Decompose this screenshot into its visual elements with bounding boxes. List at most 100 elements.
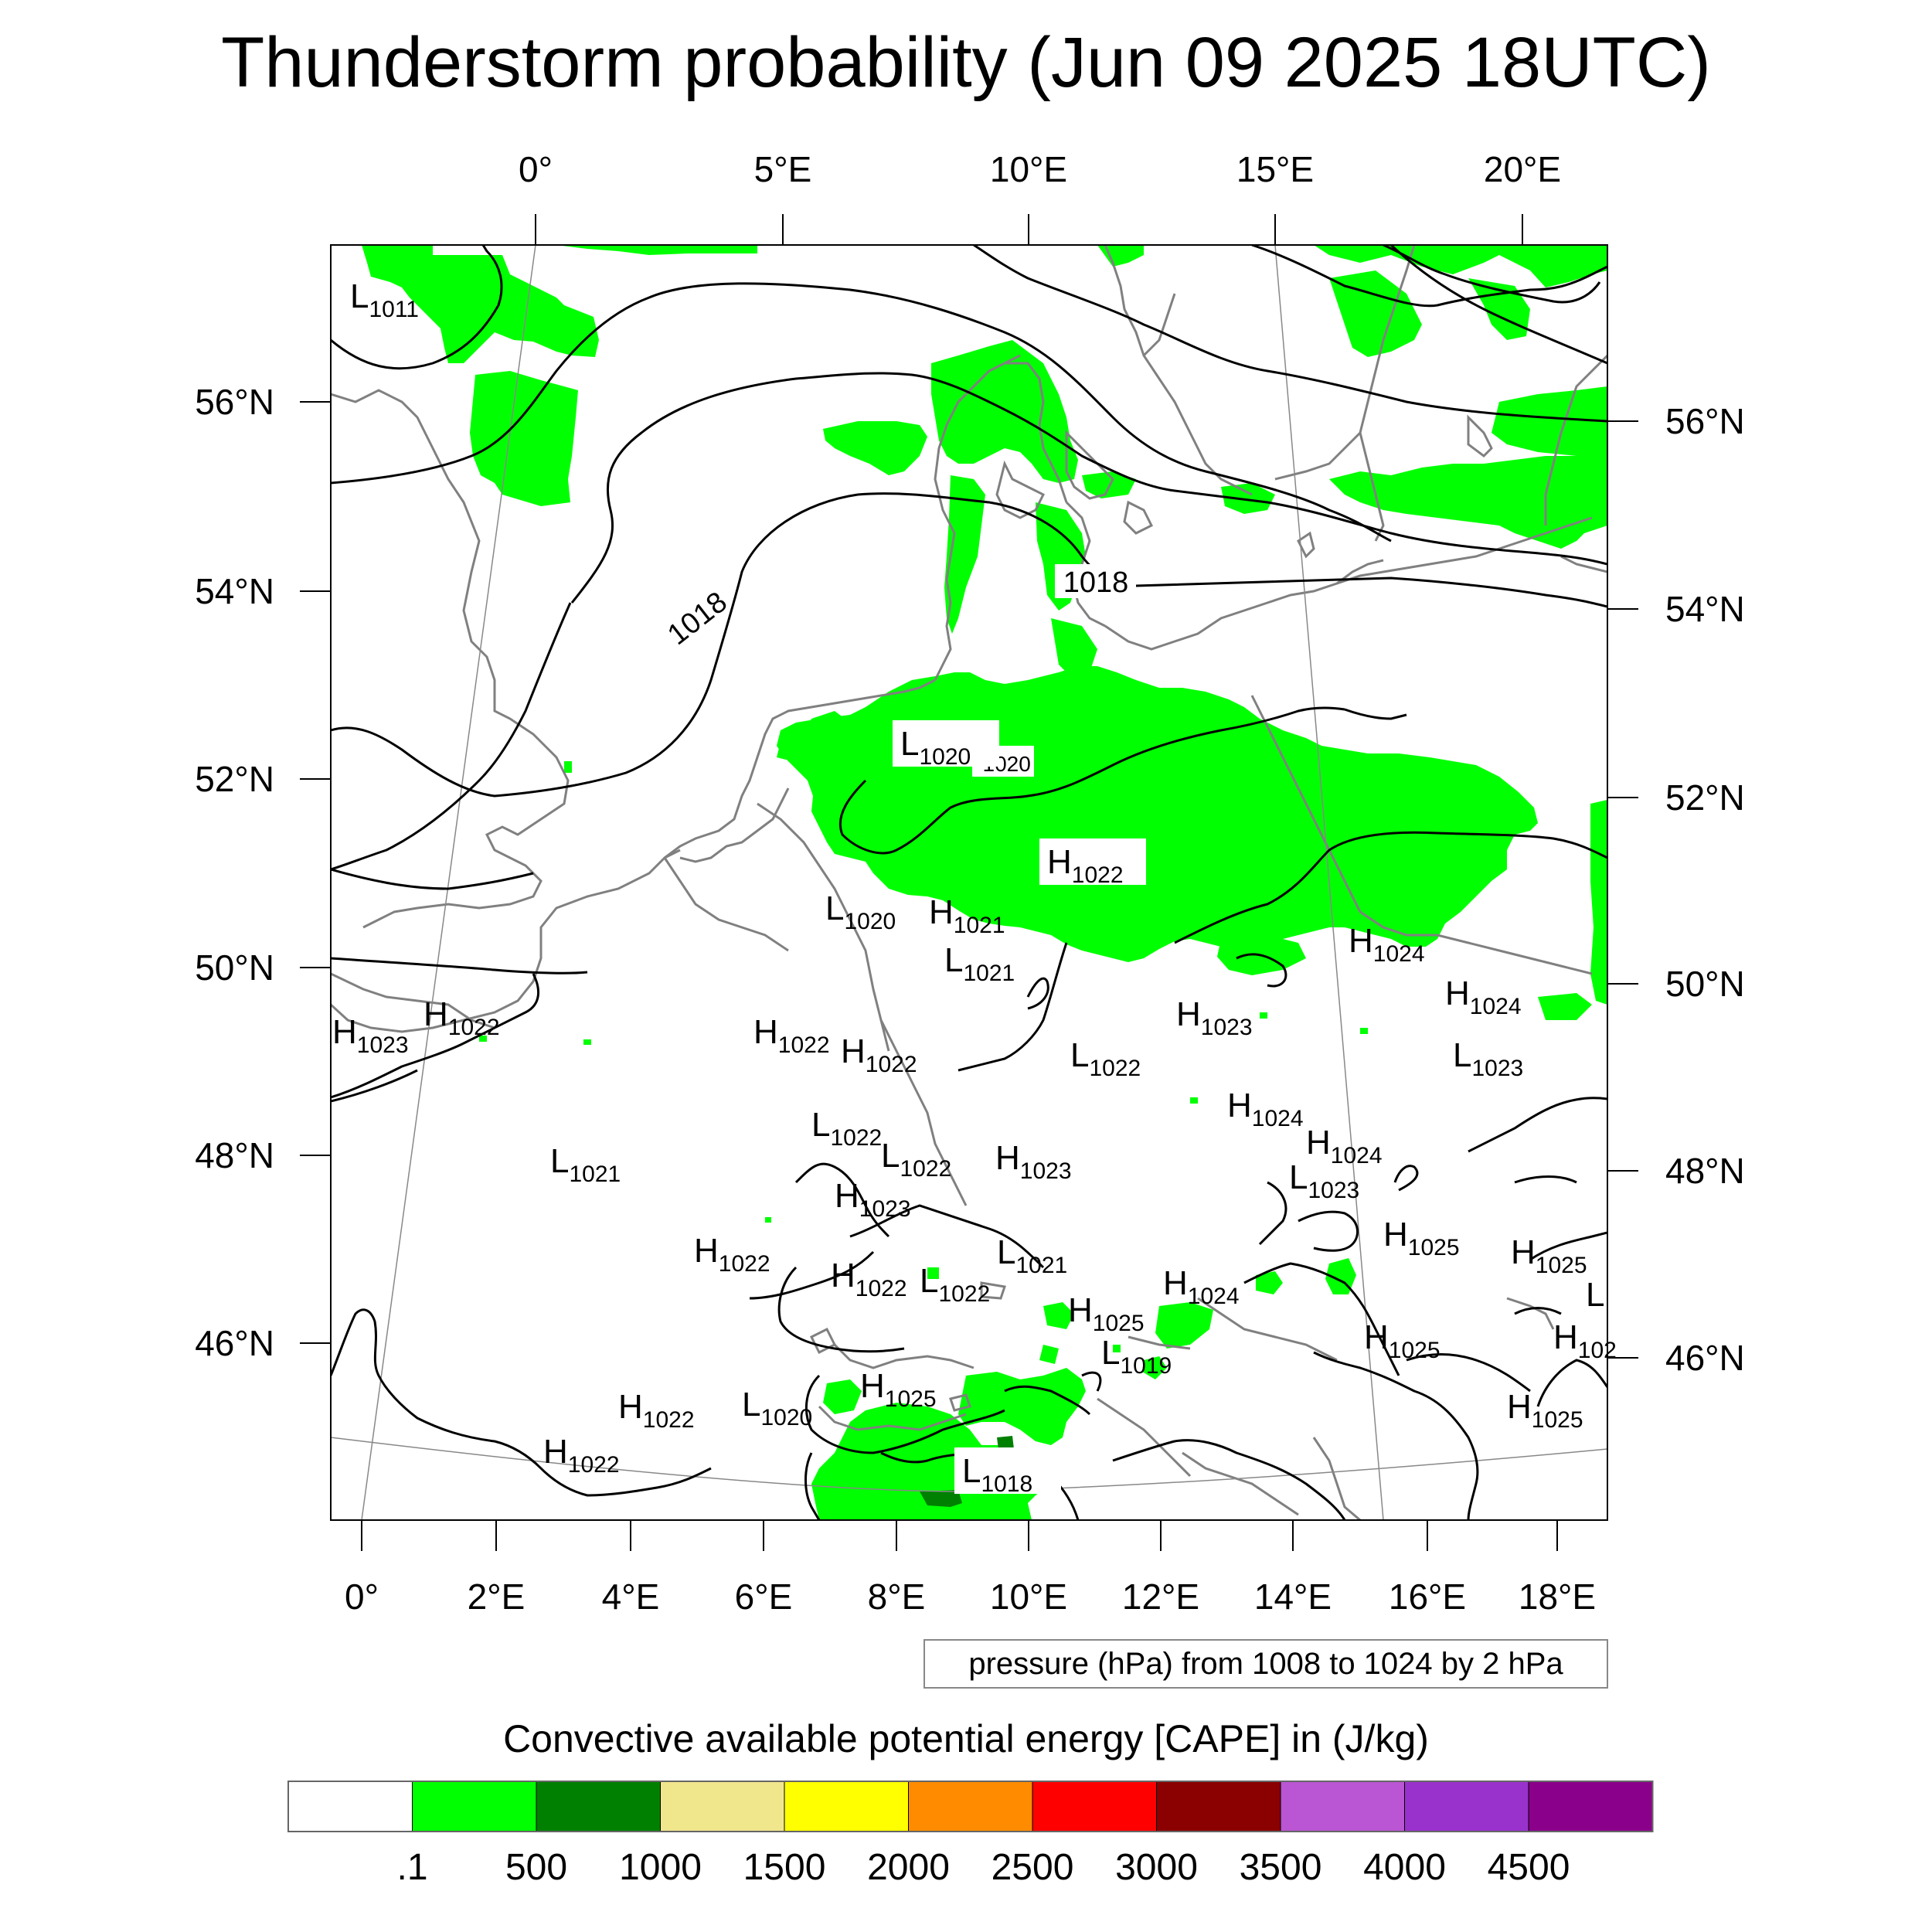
pressure-center-value: 1020 xyxy=(919,744,971,770)
colorbar-label: .1 xyxy=(396,1847,427,1888)
pressure-center-low: L1023 xyxy=(1453,1036,1523,1081)
colorbar-title: Convective available potential energy [C… xyxy=(503,1717,1429,1760)
pressure-info-box xyxy=(923,1639,1608,1689)
pressure-center-high: H1022 xyxy=(831,1257,907,1301)
colorbar-swatch xyxy=(660,1781,785,1832)
pressure-center-value: 1023 xyxy=(859,1196,911,1222)
pressure-center-value: 1024 xyxy=(1252,1106,1304,1131)
colorbar-outline xyxy=(287,1781,1654,1832)
pressure-center-label: H1022 xyxy=(618,1388,695,1433)
bottom-axis-labels: 0° 2°E 4°E 6°E 8°E 10°E 12°E 14°E 16°E 1… xyxy=(345,1577,1596,1617)
pressure-center-label: H1022 xyxy=(831,1257,907,1301)
left-tick-label: 50°N xyxy=(195,947,274,988)
bottom-tick-label: 4°E xyxy=(602,1577,660,1617)
pressure-center-value: 1023 xyxy=(1201,1015,1253,1040)
pressure-center-label: H1025 xyxy=(1383,1216,1460,1260)
right-tick-label: 50°N xyxy=(1665,964,1745,1004)
pressure-center-high: H1024 xyxy=(1227,1087,1304,1131)
bottom-tick-label: 8°E xyxy=(868,1577,926,1617)
colorbar-label: 1500 xyxy=(743,1847,826,1888)
pressure-center-value: 1021 xyxy=(569,1162,621,1187)
colorbar-label: 3500 xyxy=(1240,1847,1322,1888)
pressure-center-low: L1020 xyxy=(825,889,896,934)
pressure-center-high: H1023 xyxy=(1176,995,1253,1040)
pressure-center-label: H1023 xyxy=(332,1013,409,1058)
pressure-center-low: L1020 xyxy=(742,1386,812,1430)
pressure-center-value: 1021 xyxy=(963,961,1015,986)
pressure-center-value: 1023 xyxy=(1471,1056,1523,1081)
pressure-center-low: L1021 xyxy=(550,1142,621,1187)
pressure-center-high: H1025 xyxy=(860,1367,937,1412)
top-axis-labels: 0° 5°E 10°E 15°E 20°E xyxy=(519,149,1561,189)
pressure-center-label: H1022 xyxy=(753,1013,830,1058)
pressure-center-high: H1022 xyxy=(1039,838,1146,888)
pressure-center-high: H1025 xyxy=(1507,1388,1583,1433)
pressure-center-value: 1022 xyxy=(1089,1056,1141,1081)
pressure-center-label: L1021 xyxy=(944,941,1015,986)
pressure-center-label: H1024 xyxy=(1306,1124,1383,1168)
top-tick-label: 0° xyxy=(519,149,553,189)
isobars xyxy=(331,245,1607,1520)
colorbar-swatch xyxy=(1404,1781,1529,1832)
colorbar-label: 2000 xyxy=(867,1847,950,1888)
pressure-center-value: 1011 xyxy=(369,297,419,322)
pressure-center-value: 1025 xyxy=(1536,1253,1587,1278)
pressure-center-value: 1024 xyxy=(1373,941,1425,967)
left-tick-label: 52°N xyxy=(195,759,274,799)
pressure-center-high: H1025 xyxy=(1383,1216,1460,1260)
top-tick-label: 20°E xyxy=(1484,149,1561,189)
pressure-center-value: 1022 xyxy=(1072,862,1124,888)
pressure-center-value: 1022 xyxy=(568,1452,620,1478)
pressure-center-value: 1023 xyxy=(1020,1158,1072,1184)
pressure-center-high: H1025 xyxy=(1364,1318,1440,1363)
colorbar-swatch xyxy=(908,1781,1033,1832)
pressure-center-label: H1022 xyxy=(841,1032,917,1077)
pressure-center-high: H1023 xyxy=(332,1013,409,1058)
pressure-center-high: H1022 xyxy=(753,1013,830,1058)
pressure-center-value: 1025 xyxy=(1532,1407,1583,1433)
pressure-center-value: 1025 xyxy=(1408,1235,1460,1260)
pressure-center-label: H1023 xyxy=(1176,995,1253,1040)
pressure-center-high: H1024 xyxy=(1445,975,1522,1019)
pressure-center-low: L1023 xyxy=(1289,1158,1359,1203)
pressure-center-low: L1020 xyxy=(893,720,999,770)
pressure-center-value: 1023 xyxy=(1308,1178,1359,1203)
axis-ticks xyxy=(300,214,1638,1551)
pressure-center-high: H1022 xyxy=(694,1232,770,1277)
pressure-center-label: H1025 xyxy=(1068,1291,1145,1336)
pressure-center-high: H1025 xyxy=(1068,1291,1145,1336)
pressure-center-value: 1022 xyxy=(866,1052,917,1077)
pressure-center-high: H1024 xyxy=(1306,1124,1383,1168)
pressure-center-label: L1020 xyxy=(825,889,896,934)
left-tick-label: 56°N xyxy=(195,382,274,422)
colorbar-label: 4500 xyxy=(1488,1847,1570,1888)
pressure-center-label: H1024 xyxy=(1445,975,1522,1019)
right-tick-label: 46°N xyxy=(1665,1338,1745,1378)
pressure-center-label: H1024 xyxy=(1163,1264,1240,1309)
pressure-center-label: H1022 xyxy=(423,995,500,1040)
top-tick-label: 10°E xyxy=(990,149,1067,189)
pressure-center-value: 1022 xyxy=(938,1281,990,1307)
pressure-center-high: H1024 xyxy=(1163,1264,1240,1309)
pressure-center-value: 1021 xyxy=(1015,1253,1067,1278)
pressure-center-value: 1024 xyxy=(1188,1284,1240,1309)
pressure-center-label: H1022 xyxy=(543,1433,620,1478)
pressure-info-text: pressure (hPa) from 1008 to 1024 by 2 hP… xyxy=(968,1647,1563,1681)
map-frame xyxy=(330,244,1608,1521)
bottom-tick-label: 18°E xyxy=(1519,1577,1596,1617)
left-tick-label: 46°N xyxy=(195,1323,274,1363)
pressure-center-value: 1024 xyxy=(1470,994,1522,1019)
pressure-center-low: L1022 xyxy=(1070,1036,1141,1081)
pressure-center-label: H1025 xyxy=(1507,1388,1583,1433)
pressure-center-value: 1021 xyxy=(954,913,1005,938)
pressure-center-value: 1022 xyxy=(719,1251,770,1277)
pressure-center-value: 102 xyxy=(1578,1338,1617,1363)
top-tick-label: 5°E xyxy=(754,149,812,189)
pressure-center-value: 1019 xyxy=(1120,1353,1172,1379)
bottom-tick-label: 2°E xyxy=(468,1577,526,1617)
pressure-center-label: L1022 xyxy=(920,1262,990,1307)
pressure-center-value: 1022 xyxy=(855,1276,907,1301)
pressure-center-label: L1023 xyxy=(1289,1158,1359,1203)
pressure-center-label: L1023 xyxy=(1453,1036,1523,1081)
